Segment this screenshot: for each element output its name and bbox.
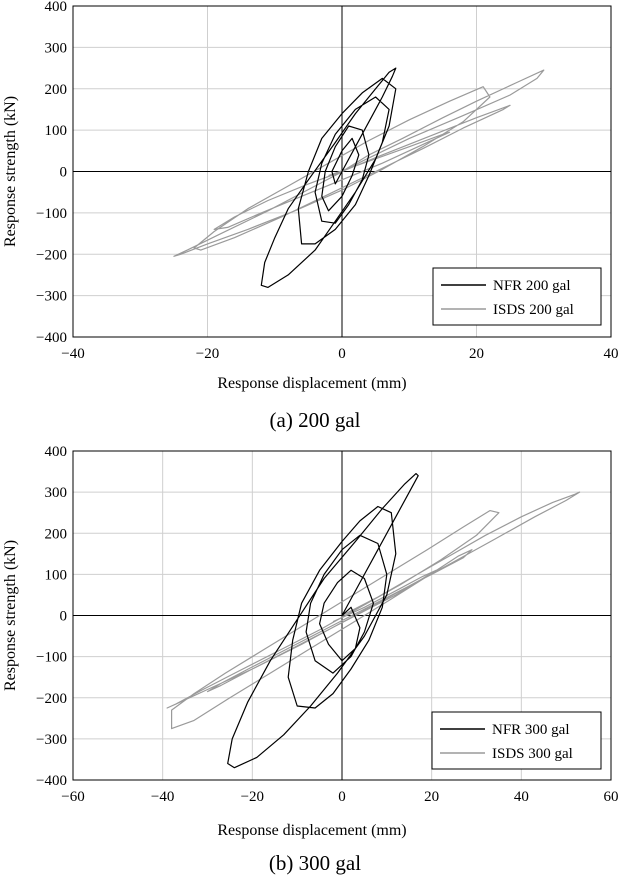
series-line-isds-200-gal [173,69,545,257]
x-tick-label: −60 [61,789,84,805]
y-tick-label: −400 [36,773,67,789]
y-tick-label: 0 [60,609,68,625]
series-line-nfr-200-gal [260,67,397,288]
y-tick-label: 400 [45,0,68,15]
legend-label: ISDS 200 gal [493,302,574,318]
legend-box [431,711,602,770]
legend-label: NFR 200 gal [493,278,571,294]
plot-frame [72,450,612,781]
chart-panel-b: −60 −40 −20 0 20 40 60−400−300−200−10001002003… [2,444,619,875]
x-tick-label: 40 [604,346,619,362]
y-tick-label: −200 [36,247,67,263]
y-tick-label: −100 [36,650,67,666]
y-tick-label: −400 [36,330,67,346]
x-axis-label: Response displacement (mm) [217,375,406,392]
y-tick-label: 100 [45,567,68,583]
figure-caption: (b) 300 gal [269,851,361,875]
series-line-nfr-300-gal [227,473,419,769]
y-tick-label: 300 [45,40,68,56]
y-tick-label: 100 [45,123,68,139]
chart-panel-a: −40 −20 0 20 40−400−300−200−1000100200300400… [2,0,619,432]
x-tick-label: 0 [338,346,346,362]
x-tick-label: −40 [61,346,84,362]
series-line-isds-300-gal [166,491,581,730]
y-tick-label: 300 [45,485,68,501]
x-axis-label: Response displacement (mm) [217,822,406,839]
figure-caption: (a) 200 gal [270,408,361,432]
y-tick-label: 0 [60,165,68,181]
y-tick-label: 200 [45,82,68,98]
y-tick-label: −100 [36,206,67,222]
x-tick-label: 20 [424,789,439,805]
y-axis-label: Response strength (kN) [2,96,19,247]
y-tick-label: 400 [45,444,68,460]
y-tick-label: −300 [36,289,67,305]
x-tick-label: −20 [241,789,264,805]
legend-box [432,267,602,326]
legend-label: ISDS 300 gal [492,746,573,762]
plot-frame [72,5,612,338]
x-tick-label: −20 [196,346,219,362]
x-tick-label: 40 [514,789,529,805]
y-tick-label: 200 [45,526,68,542]
y-tick-label: −200 [36,691,67,707]
x-tick-label: 60 [604,789,619,805]
x-tick-label: 0 [338,789,346,805]
x-tick-label: 20 [469,346,484,362]
y-axis-label: Response strength (kN) [2,540,19,691]
y-tick-label: −300 [36,732,67,748]
legend-label: NFR 300 gal [492,722,570,738]
x-tick-label: −40 [151,789,174,805]
